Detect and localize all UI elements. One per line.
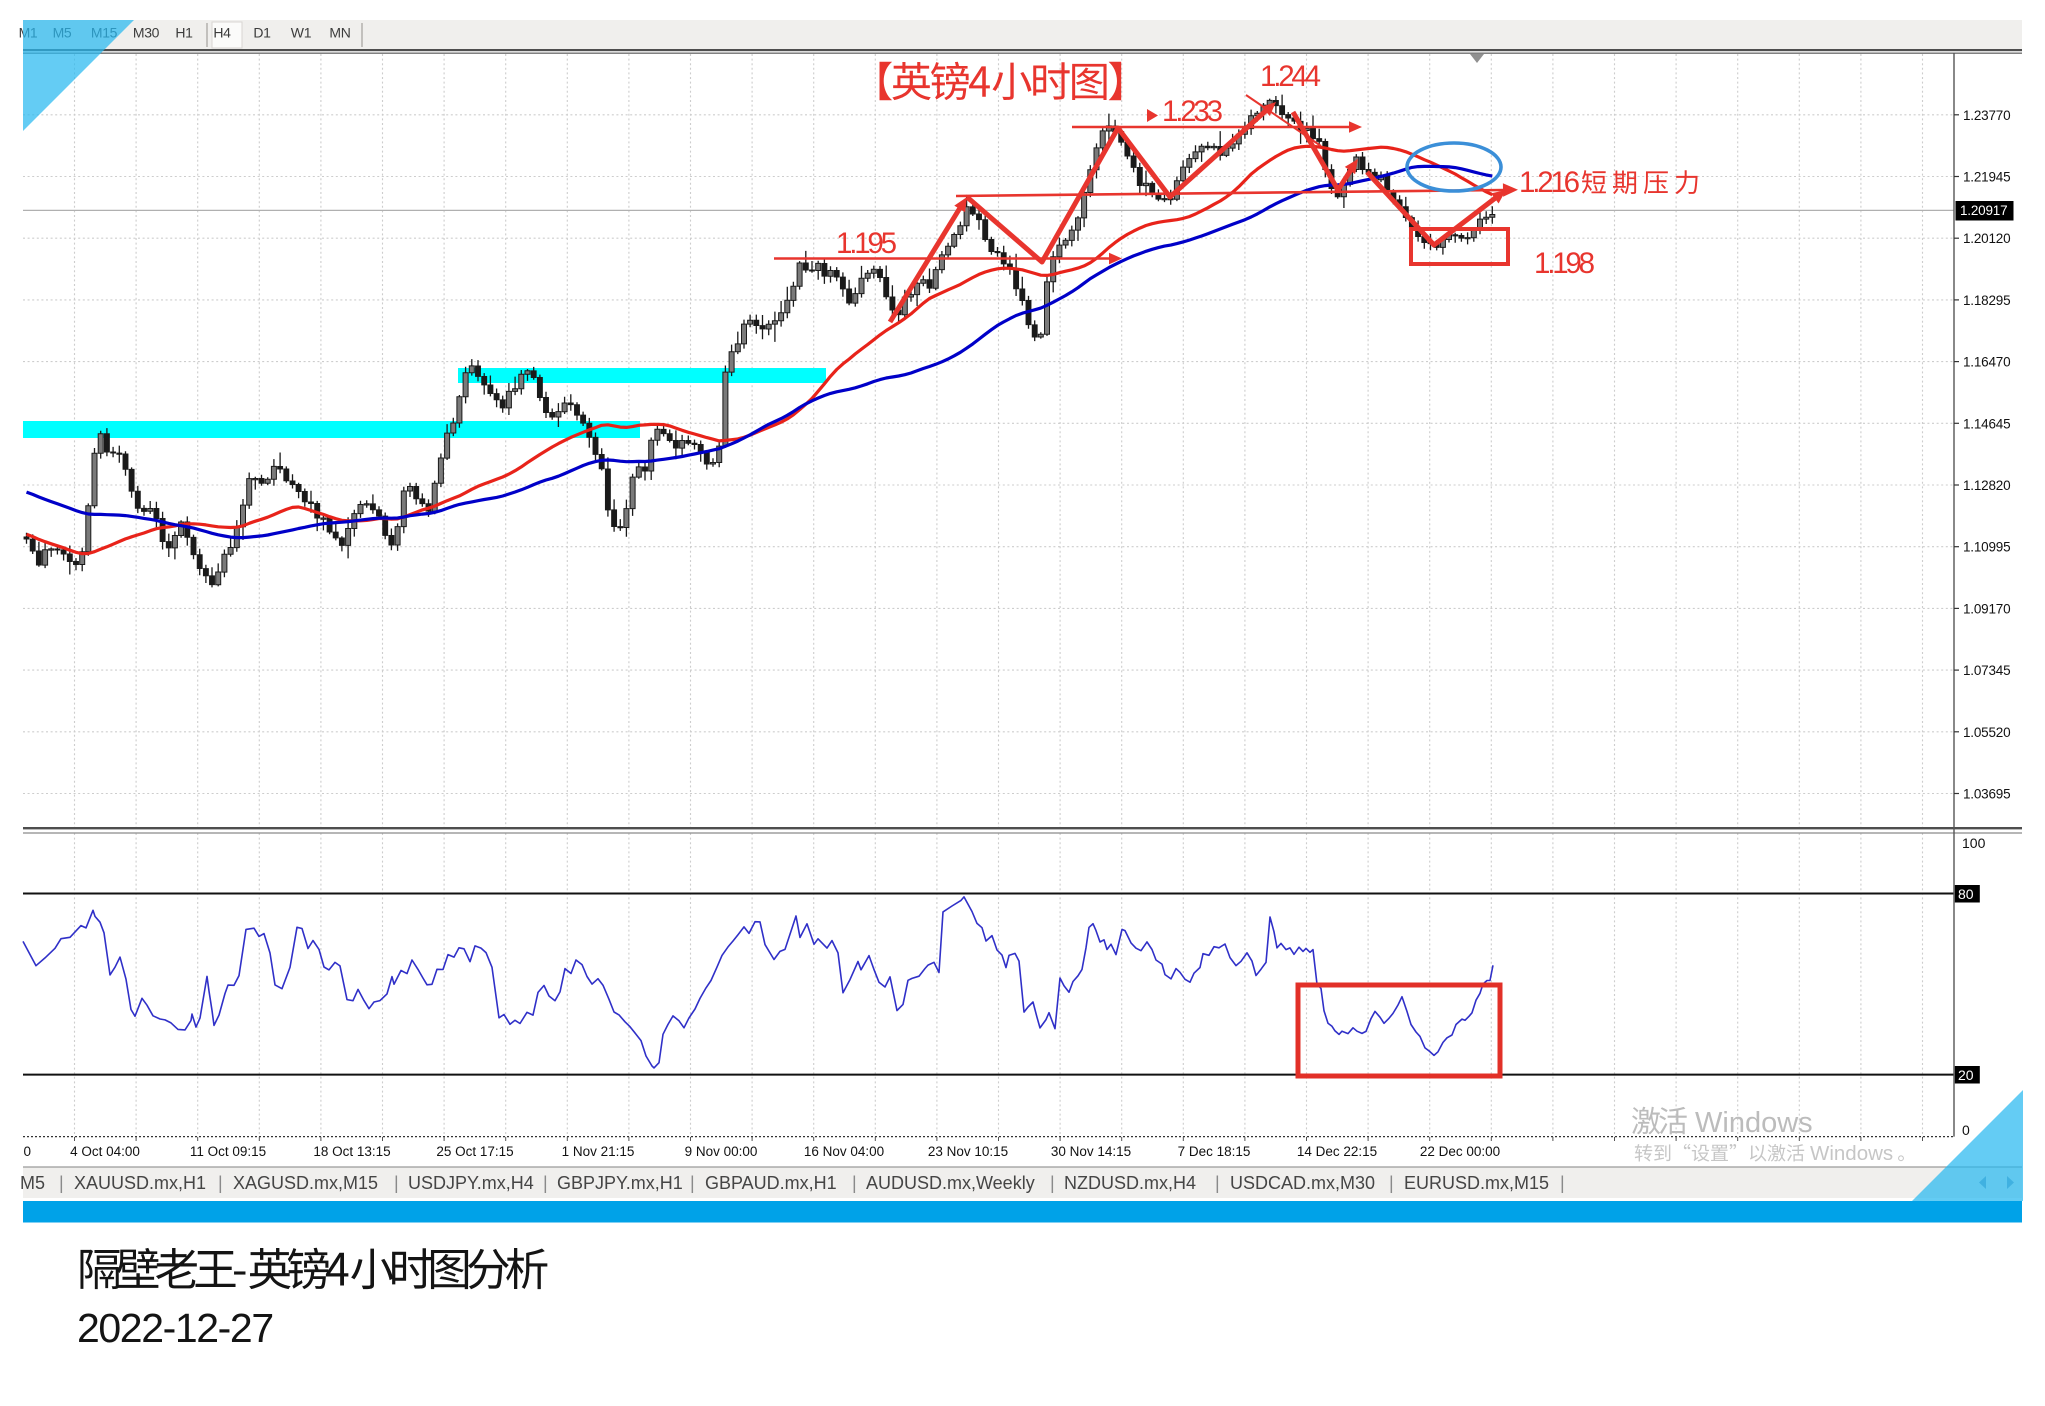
svg-text:0: 0 <box>23 1144 31 1159</box>
svg-text:GBPAUD.mx,H1: GBPAUD.mx,H1 <box>705 1173 837 1193</box>
svg-text:1.216: 1.216 <box>1519 166 1580 199</box>
svg-text:GBPJPY.mx,H1: GBPJPY.mx,H1 <box>557 1173 683 1193</box>
svg-text:1.16470: 1.16470 <box>1963 355 2010 370</box>
svg-text:|: | <box>543 1173 548 1193</box>
svg-text:|: | <box>1050 1173 1055 1193</box>
svg-text:16 Nov 04:00: 16 Nov 04:00 <box>804 1144 884 1159</box>
svg-text:80: 80 <box>1958 886 1974 902</box>
svg-text:1.18295: 1.18295 <box>1963 293 2010 308</box>
svg-text:M30: M30 <box>133 25 160 41</box>
svg-text:0: 0 <box>1962 1122 1970 1138</box>
svg-text:Windows: Windows <box>1810 1142 1893 1165</box>
svg-text:H4: H4 <box>213 25 231 41</box>
svg-text:2022-12-27: 2022-12-27 <box>77 1305 273 1351</box>
svg-text:1.12820: 1.12820 <box>1963 478 2010 493</box>
svg-text:1.03695: 1.03695 <box>1963 787 2010 802</box>
svg-text:XAUUSD.mx,H1: XAUUSD.mx,H1 <box>74 1173 206 1193</box>
svg-text:1.23770: 1.23770 <box>1963 108 2010 123</box>
svg-text:22 Dec 00:00: 22 Dec 00:00 <box>1420 1144 1500 1159</box>
svg-text:|: | <box>218 1173 223 1193</box>
svg-text:100: 100 <box>1962 835 1986 851</box>
svg-text:AUDUSD.mx,Weekly: AUDUSD.mx,Weekly <box>866 1173 1035 1193</box>
svg-text:1.195: 1.195 <box>836 227 897 260</box>
svg-text:1.07345: 1.07345 <box>1963 663 2010 678</box>
svg-text:23 Nov 10:15: 23 Nov 10:15 <box>928 1144 1008 1159</box>
svg-text:1.21945: 1.21945 <box>1963 170 2010 185</box>
svg-text:1.14645: 1.14645 <box>1963 416 2010 431</box>
svg-text:4 Oct 04:00: 4 Oct 04:00 <box>70 1144 140 1159</box>
svg-text:|: | <box>394 1173 399 1193</box>
svg-text:|: | <box>1560 1173 1565 1193</box>
svg-text:XAGUSD.mx,M15: XAGUSD.mx,M15 <box>233 1173 378 1193</box>
svg-text:|: | <box>1215 1173 1220 1193</box>
svg-text:9 Nov 00:00: 9 Nov 00:00 <box>685 1144 758 1159</box>
svg-text:30 Nov 14:15: 30 Nov 14:15 <box>1051 1144 1131 1159</box>
svg-text:M5: M5 <box>20 1173 45 1193</box>
svg-text:|: | <box>59 1173 64 1193</box>
svg-text:1.10995: 1.10995 <box>1963 540 2010 555</box>
svg-text:USDJPY.mx,H4: USDJPY.mx,H4 <box>408 1173 534 1193</box>
svg-text:|: | <box>1389 1173 1394 1193</box>
svg-text:1.05520: 1.05520 <box>1963 725 2010 740</box>
svg-text:D1: D1 <box>253 25 271 41</box>
svg-text:25 Oct 17:15: 25 Oct 17:15 <box>436 1144 513 1159</box>
svg-text:1.244: 1.244 <box>1260 60 1321 93</box>
svg-text:1.233: 1.233 <box>1162 95 1223 128</box>
svg-text:18 Oct 13:15: 18 Oct 13:15 <box>313 1144 390 1159</box>
svg-text:1.20120: 1.20120 <box>1963 231 2010 246</box>
svg-text:|: | <box>690 1173 695 1193</box>
svg-text:NZDUSD.mx,H4: NZDUSD.mx,H4 <box>1064 1173 1196 1193</box>
svg-text:20: 20 <box>1958 1067 1974 1083</box>
svg-text:1.20917: 1.20917 <box>1960 203 2007 218</box>
svg-text:Windows: Windows <box>1695 1107 1813 1139</box>
svg-text:MN: MN <box>329 25 350 41</box>
svg-text:EURUSD.mx,M15: EURUSD.mx,M15 <box>1404 1173 1549 1193</box>
svg-text:11 Oct 09:15: 11 Oct 09:15 <box>190 1144 266 1159</box>
svg-text:USDCAD.mx,M30: USDCAD.mx,M30 <box>1230 1173 1375 1193</box>
svg-text:1 Nov 21:15: 1 Nov 21:15 <box>562 1144 635 1159</box>
svg-text:H1: H1 <box>175 25 193 41</box>
svg-text:7 Dec 18:15: 7 Dec 18:15 <box>1178 1144 1251 1159</box>
svg-text:14 Dec 22:15: 14 Dec 22:15 <box>1297 1144 1377 1159</box>
svg-text:W1: W1 <box>291 25 312 41</box>
svg-text:1.198: 1.198 <box>1534 247 1595 280</box>
svg-text:1.09170: 1.09170 <box>1963 601 2010 616</box>
svg-text:|: | <box>852 1173 857 1193</box>
